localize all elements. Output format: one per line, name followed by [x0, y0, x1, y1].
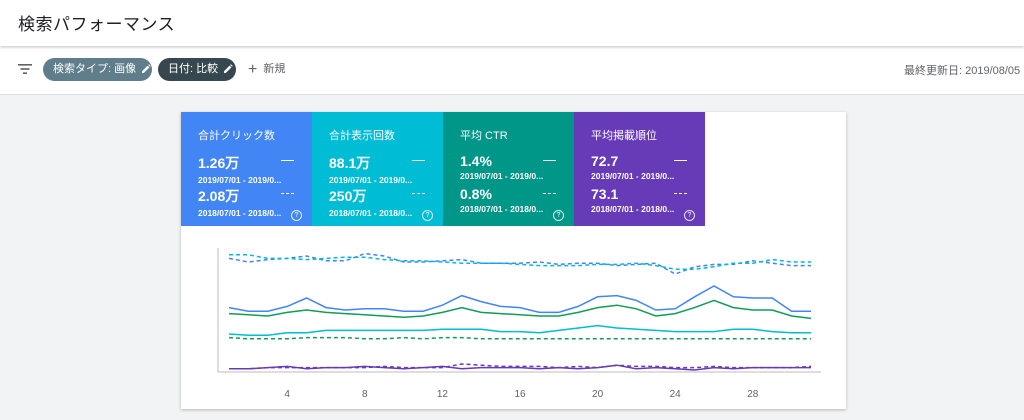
metric-label: 合計表示回数 [329, 130, 395, 142]
metric-value-current: 1.26万 [198, 155, 240, 171]
solid-line-legend-icon [412, 160, 425, 161]
filter-toolbar: 検索タイプ: 画像 日付: 比較 + 新規 最終更新日: 2019/08/05 [0, 46, 1024, 95]
series-line-clicks-current[interactable] [228, 285, 811, 314]
metric-range-current: 2019/07/01 - 2019/0... [329, 175, 413, 185]
metric-label: 平均掲載順位 [591, 130, 657, 142]
date-chip-label: 日付: 比較 [168, 63, 219, 75]
x-tick-label: 8 [362, 389, 368, 400]
metric-label: 合計クリック数 [198, 130, 275, 142]
series-line-clicks-previous[interactable] [228, 252, 811, 275]
metric-range-previous: 2018/07/01 - 2018/0... [591, 204, 675, 214]
series-line-ctr-current[interactable] [228, 299, 812, 320]
series-layer [228, 252, 812, 371]
metric-value-previous: 73.1 [591, 186, 619, 202]
metric-value-current: 1.4% [460, 153, 492, 169]
series-line-impressions-current[interactable] [228, 324, 811, 336]
solid-line-legend-icon [281, 160, 294, 161]
series-line-ctr-previous[interactable] [228, 336, 811, 340]
performance-card: 合計クリック数 1.26万 2019/07/01 - 2019/0... 2.0… [181, 112, 846, 409]
new-filter-label: 新規 [263, 63, 286, 75]
metric-value-current: 88.1万 [329, 155, 371, 171]
filter-icon[interactable] [17, 62, 33, 76]
top-bar: 検索パフォーマンス [0, 0, 1024, 46]
date-filter-chip[interactable]: 日付: 比較 [158, 58, 236, 81]
series-line-position-previous[interactable] [229, 363, 812, 370]
help-icon[interactable]: ? [553, 210, 564, 221]
metric-value-previous: 2.08万 [198, 188, 240, 204]
metric-range-previous: 2018/07/01 - 2018/0... [329, 208, 413, 218]
new-filter-button[interactable]: + 新規 [248, 58, 285, 81]
dashed-line-legend-icon [674, 193, 687, 194]
metric-label: 平均 CTR [460, 130, 508, 142]
x-tick-label: 28 [747, 389, 759, 400]
metric-tile-impressions[interactable]: 合計表示回数 88.1万 2019/07/01 - 2019/0... 250万… [312, 112, 443, 226]
dashed-line-legend-icon [412, 193, 425, 194]
metric-tile-position[interactable]: 平均掲載順位 72.7 2019/07/01 - 2019/0... 73.1 … [574, 112, 705, 226]
last-updated-text: 最終更新日: 2019/08/05 [904, 65, 1021, 77]
x-tick-label: 20 [592, 389, 604, 400]
metric-range-current: 2019/07/01 - 2019/0... [198, 175, 282, 185]
edit-pencil-icon[interactable] [141, 60, 151, 83]
metric-tile-ctr[interactable]: 平均 CTR 1.4% 2019/07/01 - 2019/0... 0.8% … [443, 112, 574, 226]
x-tick-label: 4 [284, 389, 290, 400]
x-tick-labels: 4 8 12 16 20 24 28 [284, 389, 758, 400]
help-icon[interactable]: ? [422, 210, 433, 221]
series-line-impressions-previous[interactable] [229, 254, 811, 270]
plus-icon: + [248, 61, 258, 78]
x-tick-label: 16 [514, 389, 526, 400]
series-line-position-current[interactable] [229, 364, 811, 371]
dashed-line-legend-icon [281, 193, 294, 194]
metric-range-current: 2019/07/01 - 2019/0... [460, 171, 544, 181]
help-icon[interactable]: ? [291, 210, 302, 221]
solid-line-legend-icon [674, 160, 687, 161]
edit-pencil-icon[interactable] [223, 60, 233, 83]
dashed-line-legend-icon [543, 193, 556, 194]
metric-value-current: 72.7 [591, 153, 619, 169]
metric-range-previous: 2018/07/01 - 2018/0... [198, 208, 282, 218]
metric-tile-clicks[interactable]: 合計クリック数 1.26万 2019/07/01 - 2019/0... 2.0… [181, 112, 312, 226]
metric-range-previous: 2018/07/01 - 2018/0... [460, 204, 544, 214]
solid-line-legend-icon [543, 160, 556, 161]
performance-line-chart[interactable]: 4 8 12 16 20 24 28 [181, 226, 846, 409]
metric-range-current: 2019/07/01 - 2019/0... [591, 171, 675, 181]
search-type-chip-label: 検索タイプ: 画像 [53, 63, 137, 75]
metric-value-previous: 0.8% [460, 186, 492, 202]
page-title: 検索パフォーマンス [18, 15, 176, 34]
x-tick-label: 12 [437, 389, 449, 400]
metric-value-previous: 250万 [329, 188, 367, 204]
search-type-filter-chip[interactable]: 検索タイプ: 画像 [43, 58, 152, 81]
x-tick-label: 24 [670, 389, 682, 400]
help-icon[interactable]: ? [684, 210, 695, 221]
